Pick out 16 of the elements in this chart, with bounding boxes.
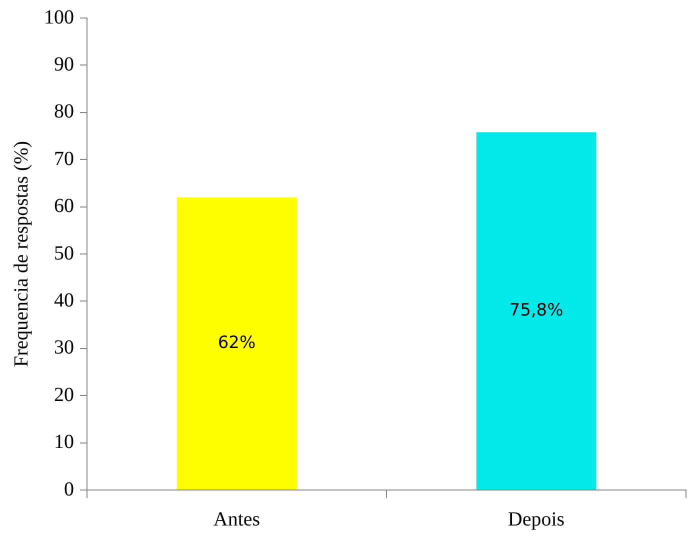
y-tick-label: 70 <box>54 148 74 170</box>
y-tick-label: 100 <box>44 6 74 28</box>
x-tick-label: Antes <box>213 508 260 530</box>
y-tick-label: 60 <box>54 195 74 218</box>
data-label: 75,8% <box>509 300 564 320</box>
y-axis-title: Frequencia de respostas (%) <box>10 140 32 368</box>
y-tick-label: 50 <box>54 242 74 264</box>
data-label: 62% <box>218 332 256 353</box>
y-tick-label: 10 <box>54 431 74 454</box>
x-tick-label: Depois <box>508 508 565 530</box>
y-tick-label: 0 <box>64 478 74 500</box>
y-tick-label: 90 <box>54 53 74 76</box>
y-tick-label: 30 <box>54 336 74 359</box>
y-tick-label: 80 <box>54 100 74 123</box>
y-tick-label: 20 <box>54 384 74 406</box>
y-tick-label: 40 <box>54 289 74 312</box>
